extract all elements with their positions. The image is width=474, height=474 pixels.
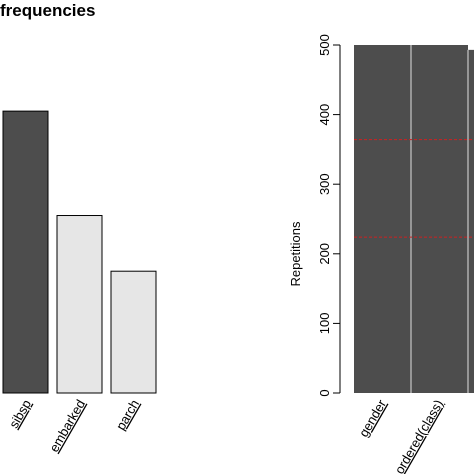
y-tick-label-400: 400 <box>317 104 332 126</box>
y-tick-label-300: 300 <box>317 173 332 195</box>
category-label-embarked: embarked <box>46 397 88 455</box>
bar-ordered-class <box>411 45 468 393</box>
frequencies-chart: frequencies sibsp embarked parch <box>0 1 157 455</box>
bar-parch <box>110 270 157 394</box>
bar-gender <box>354 45 411 393</box>
y-tick-label-200: 200 <box>317 243 332 265</box>
bar-sibsp <box>2 110 49 394</box>
y-axis-label: Repetitions <box>288 221 303 287</box>
y-axis: 0 100 200 300 400 500 <box>317 34 341 397</box>
category-label-ordered-class: ordered(class) <box>392 397 447 474</box>
category-label-sibsp: sibsp <box>6 397 34 431</box>
bar-embarked <box>56 215 103 394</box>
y-tick-label-500: 500 <box>317 34 332 56</box>
y-tick-label-100: 100 <box>317 313 332 335</box>
repetitions-chart: Repetitions 0 100 200 300 400 500 gender order… <box>288 34 474 474</box>
y-tick-label-0: 0 <box>317 389 332 396</box>
bar-series-3 <box>468 49 474 393</box>
category-label-gender: gender <box>356 396 390 439</box>
frequencies-title: frequencies <box>0 1 95 20</box>
category-label-parch: parch <box>113 397 142 433</box>
